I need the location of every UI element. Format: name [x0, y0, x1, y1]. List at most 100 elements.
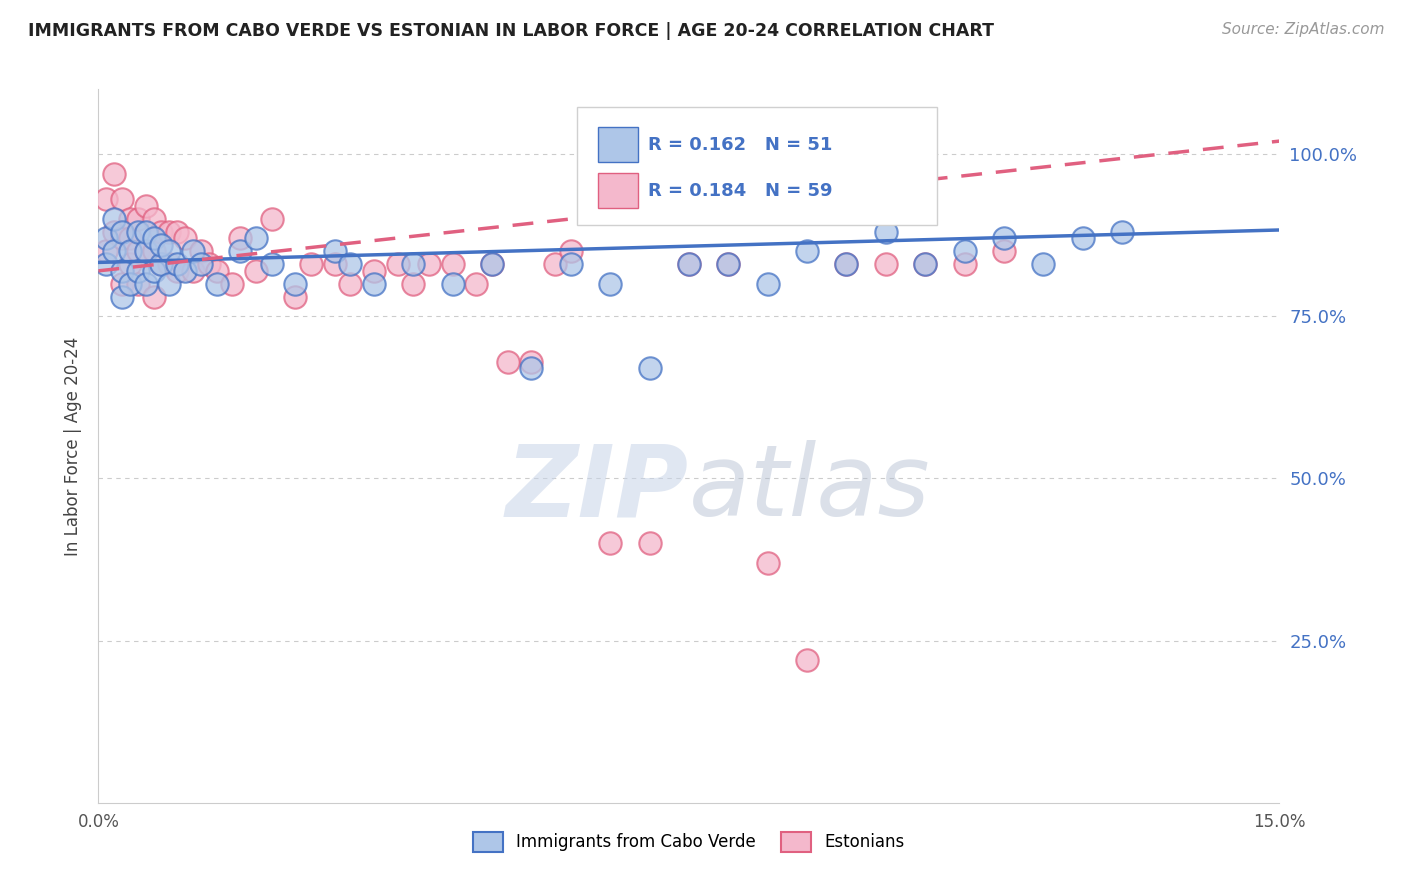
Point: [181, 244, 204, 259]
FancyBboxPatch shape: [598, 173, 638, 209]
Point: [96, 244, 118, 259]
Point: [245, 231, 267, 245]
Point: [150, 257, 173, 271]
Point: [953, 244, 976, 259]
Text: Source: ZipAtlas.com: Source: ZipAtlas.com: [1222, 22, 1385, 37]
Point: [339, 257, 361, 271]
Point: [157, 225, 180, 239]
Point: [1032, 257, 1054, 271]
Point: [150, 257, 173, 271]
Point: [127, 225, 149, 239]
Point: [1071, 231, 1094, 245]
Point: [387, 257, 409, 271]
Point: [205, 264, 228, 278]
Point: [560, 244, 582, 259]
Point: [96, 193, 118, 207]
Point: [142, 231, 165, 245]
Point: [1111, 225, 1133, 239]
Point: [205, 277, 228, 291]
Point: [174, 264, 197, 278]
Point: [96, 257, 118, 271]
Point: [111, 264, 134, 278]
Point: [363, 277, 385, 291]
Point: [103, 167, 125, 181]
Point: [875, 225, 897, 239]
Point: [402, 277, 425, 291]
Point: [221, 277, 243, 291]
Point: [127, 244, 149, 259]
Point: [127, 211, 149, 226]
Point: [835, 257, 858, 271]
Point: [796, 244, 818, 259]
Point: [560, 257, 582, 271]
FancyBboxPatch shape: [576, 107, 936, 225]
Point: [111, 193, 134, 207]
Point: [103, 244, 125, 259]
Text: R = 0.184   N = 59: R = 0.184 N = 59: [648, 182, 832, 200]
Point: [339, 277, 361, 291]
Point: [299, 257, 322, 271]
Point: [157, 277, 180, 291]
Point: [638, 361, 661, 376]
Point: [103, 211, 125, 226]
Point: [678, 257, 700, 271]
Point: [914, 257, 936, 271]
Point: [599, 277, 621, 291]
Text: ZIP: ZIP: [506, 441, 689, 537]
Point: [875, 257, 897, 271]
Y-axis label: In Labor Force | Age 20-24: In Labor Force | Age 20-24: [63, 336, 82, 556]
Point: [229, 231, 252, 245]
Point: [157, 257, 180, 271]
Point: [181, 264, 204, 278]
Point: [142, 264, 165, 278]
Point: [638, 536, 661, 550]
Point: [135, 244, 157, 259]
Point: [111, 290, 134, 304]
Point: [323, 244, 346, 259]
Point: [363, 264, 385, 278]
Point: [135, 225, 157, 239]
Point: [174, 231, 197, 245]
Point: [678, 257, 700, 271]
Point: [284, 290, 307, 304]
Point: [796, 653, 818, 667]
Point: [953, 257, 976, 271]
Point: [481, 257, 503, 271]
Point: [166, 264, 188, 278]
Point: [284, 277, 307, 291]
Point: [441, 257, 464, 271]
Point: [465, 277, 488, 291]
Point: [96, 231, 118, 245]
Point: [142, 290, 165, 304]
Point: [756, 277, 779, 291]
Text: IMMIGRANTS FROM CABO VERDE VS ESTONIAN IN LABOR FORCE | AGE 20-24 CORRELATION CH: IMMIGRANTS FROM CABO VERDE VS ESTONIAN I…: [28, 22, 994, 40]
Point: [127, 277, 149, 291]
Point: [111, 277, 134, 291]
Point: [418, 257, 440, 271]
Point: [118, 277, 141, 291]
Point: [441, 277, 464, 291]
Point: [245, 264, 267, 278]
Point: [118, 211, 141, 226]
Point: [142, 211, 165, 226]
Point: [150, 238, 173, 252]
Point: [190, 244, 212, 259]
Point: [260, 257, 283, 271]
Legend: Immigrants from Cabo Verde, Estonians: Immigrants from Cabo Verde, Estonians: [467, 825, 911, 859]
Point: [118, 231, 141, 245]
Point: [150, 225, 173, 239]
Point: [127, 264, 149, 278]
Point: [717, 257, 740, 271]
Point: [496, 354, 519, 368]
Point: [481, 257, 503, 271]
Point: [197, 257, 219, 271]
Point: [166, 257, 188, 271]
Text: atlas: atlas: [689, 441, 931, 537]
Point: [402, 257, 425, 271]
Point: [157, 244, 180, 259]
Text: R = 0.162   N = 51: R = 0.162 N = 51: [648, 136, 832, 153]
Point: [993, 244, 1015, 259]
Point: [103, 225, 125, 239]
Point: [599, 536, 621, 550]
Point: [118, 257, 141, 271]
